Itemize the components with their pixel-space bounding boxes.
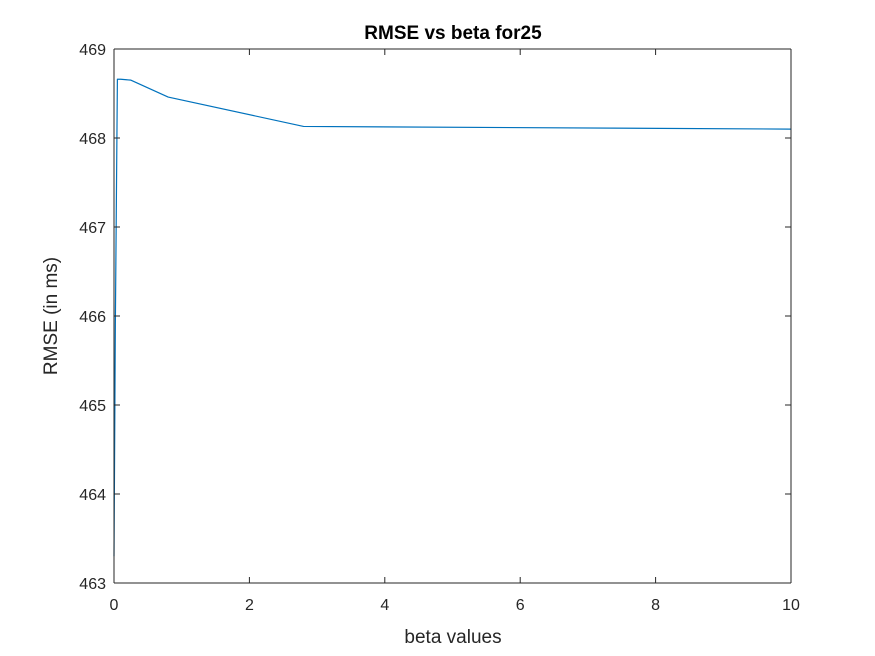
x-axis-label: beta values [404, 627, 501, 648]
x-ticks: 0 2 4 6 8 10 [110, 49, 800, 614]
y-tick-label: 469 [79, 42, 106, 59]
y-tick-label: 468 [79, 131, 106, 148]
chart-title: RMSE vs beta for25 [364, 23, 542, 44]
x-tick-label: 8 [651, 597, 660, 614]
y-tick-label: 464 [79, 487, 106, 504]
x-tick-label: 2 [245, 597, 254, 614]
y-tick-label: 463 [79, 576, 106, 593]
x-tick-label: 10 [782, 597, 800, 614]
data-layer [113, 78, 792, 557]
y-axis-label: RMSE (in ms) [41, 257, 62, 375]
series-line [113, 78, 792, 557]
y-ticks: 463 464 465 466 467 468 469 [79, 42, 791, 593]
x-tick-label: 6 [516, 597, 525, 614]
x-tick-label: 0 [110, 597, 119, 614]
plot-area [114, 49, 791, 583]
x-tick-label: 4 [380, 597, 389, 614]
y-tick-label: 466 [79, 309, 106, 326]
y-tick-label: 467 [79, 220, 106, 237]
y-tick-label: 465 [79, 398, 106, 415]
